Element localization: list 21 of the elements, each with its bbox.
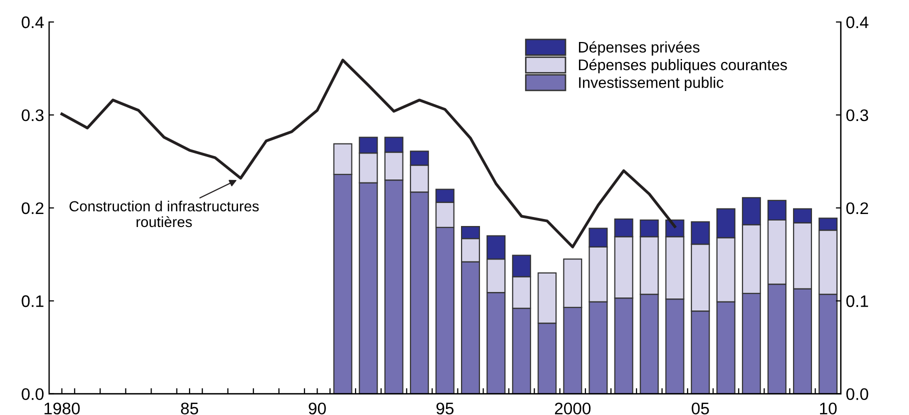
legend-label: Dépenses publiques courantes bbox=[578, 58, 787, 74]
annotation: Construction d infrastructures routières bbox=[70, 200, 259, 228]
y-tick-label: 0.1 bbox=[22, 295, 44, 308]
y-tick-label: 0.2 bbox=[22, 202, 44, 214]
y2-tick-label: 0.3 bbox=[846, 109, 868, 122]
y-tick-label: 0.4 bbox=[22, 16, 44, 28]
x-tick-label: 85 bbox=[181, 402, 198, 414]
x-tick-label: 2000 bbox=[554, 402, 591, 414]
legend-label: Dépenses privées bbox=[578, 41, 700, 56]
x-tick-label: 90 bbox=[308, 402, 326, 414]
y2-tick-label: 0.2 bbox=[846, 202, 868, 214]
x-tick-label: 10 bbox=[820, 402, 837, 414]
legend-label: Investissement public bbox=[579, 76, 724, 91]
y2-tick-label: 0.1 bbox=[846, 295, 868, 308]
y-tick-label: 0.3 bbox=[22, 109, 44, 122]
y2-tick-label: 0.4 bbox=[846, 16, 868, 28]
x-tick-label: 95 bbox=[436, 402, 454, 414]
x-tick-label: 05 bbox=[692, 402, 709, 414]
y-tick-label: 0.0 bbox=[22, 388, 44, 400]
x-tick-label: 1980 bbox=[44, 402, 80, 414]
y2-tick-label: 0.0 bbox=[846, 388, 868, 400]
